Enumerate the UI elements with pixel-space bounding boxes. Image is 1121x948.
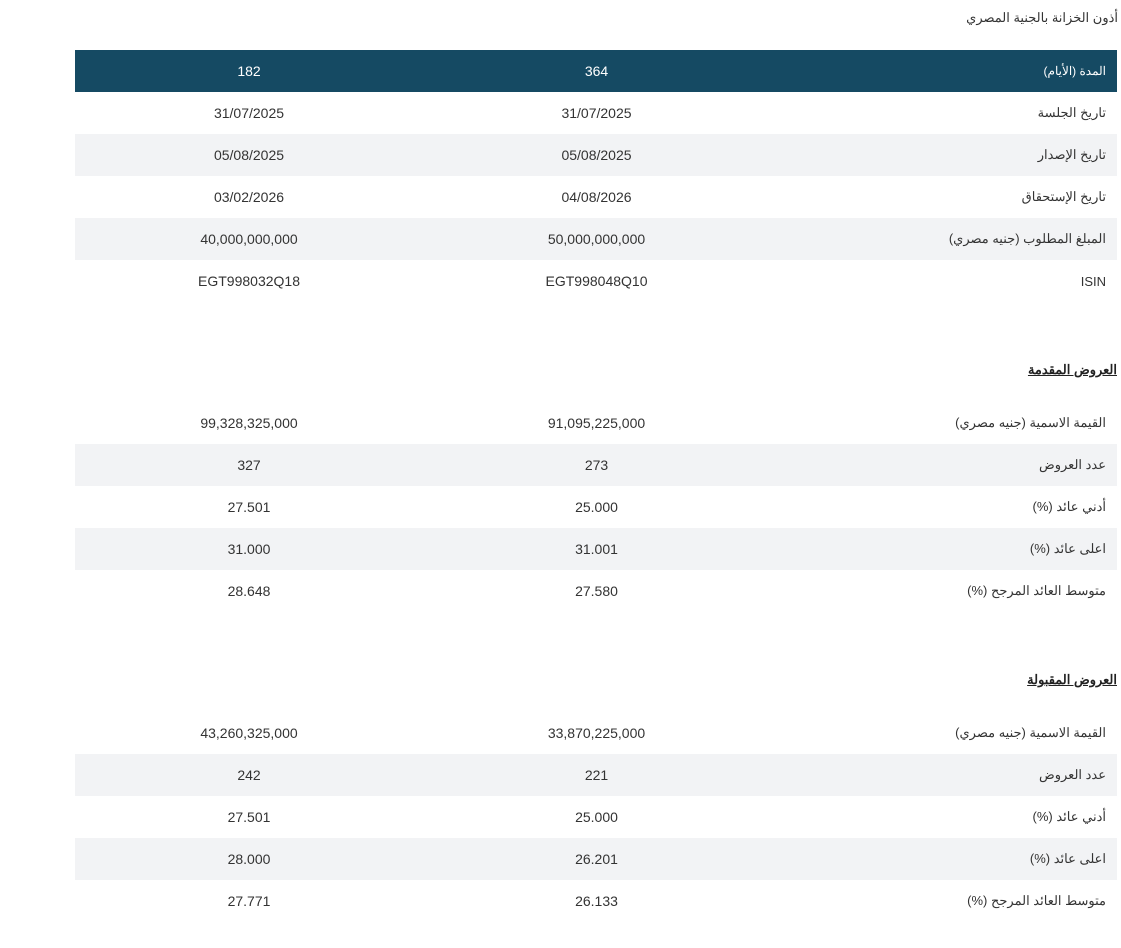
row-label: تاريخ الإستحقاق bbox=[1021, 189, 1106, 204]
table-row: 327 273 عدد العروض bbox=[75, 444, 1117, 486]
cell-364: 27.580 bbox=[575, 583, 618, 599]
row-label: عدد العروض bbox=[770, 754, 1117, 796]
table-row: 27.501 25.000 أدني عائد (%) bbox=[75, 486, 1117, 528]
cell-364: 25.000 bbox=[575, 499, 618, 515]
accepted-table: 43,260,325,000 33,870,225,000 القيمة الا… bbox=[75, 712, 1117, 922]
cell-182: 28.648 bbox=[227, 583, 271, 599]
row-label: عدد العروض bbox=[770, 444, 1117, 486]
row-label: أدني عائد (%) bbox=[1032, 809, 1106, 824]
table-row: 03/02/2026 04/08/2026 تاريخ الإستحقاق bbox=[75, 176, 1117, 218]
row-label: أدني عائد (%) bbox=[1032, 499, 1106, 514]
offered-section-title: العروض المقدمة bbox=[1027, 362, 1117, 377]
row-label: متوسط العائد المرجح (%) bbox=[967, 583, 1106, 598]
cell-182: 242 bbox=[75, 754, 423, 796]
table-row: 31/07/2025 31/07/2025 تاريخ الجلسة bbox=[75, 92, 1117, 134]
table-row: 43,260,325,000 33,870,225,000 القيمة الا… bbox=[75, 712, 1117, 754]
row-label: القيمة الاسمية (جنيه مصري) bbox=[955, 725, 1106, 740]
table-row: 27.501 25.000 أدني عائد (%) bbox=[75, 796, 1117, 838]
cell-182: 31.000 bbox=[75, 528, 423, 570]
row-label: اعلى عائد (%) bbox=[770, 838, 1117, 880]
cell-364: 50,000,000,000 bbox=[423, 218, 770, 260]
cell-364: 33,870,225,000 bbox=[547, 725, 646, 741]
cell-364: 26.201 bbox=[423, 838, 770, 880]
cell-364: 31/07/2025 bbox=[561, 105, 632, 121]
cell-364: 31.001 bbox=[423, 528, 770, 570]
table-row: EGT998032Q18 EGT998048Q10 ISIN bbox=[75, 260, 1117, 302]
page-title: أذون الخزانة بالجنية المصري bbox=[966, 10, 1118, 25]
cell-182: 27.771 bbox=[227, 893, 271, 909]
cell-364: 273 bbox=[423, 444, 770, 486]
row-label: تاريخ الإصدار bbox=[770, 134, 1117, 176]
cell-182: 99,328,325,000 bbox=[200, 415, 298, 431]
cell-182: 40,000,000,000 bbox=[75, 218, 423, 260]
main-table: 182 364 المدة (الأيام) 31/07/2025 31/07/… bbox=[75, 50, 1117, 302]
row-label: تاريخ الجلسة bbox=[1037, 105, 1106, 120]
cell-182: 31/07/2025 bbox=[213, 105, 285, 121]
cell-182: 05/08/2025 bbox=[75, 134, 423, 176]
cell-364: 05/08/2025 bbox=[423, 134, 770, 176]
row-label: اعلى عائد (%) bbox=[770, 528, 1117, 570]
cell-364: 221 bbox=[423, 754, 770, 796]
table-row: 05/08/2025 05/08/2025 تاريخ الإصدار bbox=[75, 134, 1117, 176]
cell-182: 43,260,325,000 bbox=[200, 725, 298, 741]
table-row: 31.000 31.001 اعلى عائد (%) bbox=[75, 528, 1117, 570]
cell-364: 26.133 bbox=[575, 893, 618, 909]
row-label: القيمة الاسمية (جنيه مصري) bbox=[955, 415, 1106, 430]
cell-182: 327 bbox=[75, 444, 423, 486]
cell-364: EGT998048Q10 bbox=[545, 273, 648, 289]
cell-182: 27.501 bbox=[227, 809, 271, 825]
table-row: 40,000,000,000 50,000,000,000 المبلغ الم… bbox=[75, 218, 1117, 260]
row-label: ISIN bbox=[1080, 273, 1106, 289]
header-duration-label: المدة (الأيام) bbox=[770, 50, 1117, 92]
table-row: 242 221 عدد العروض bbox=[75, 754, 1117, 796]
offered-table: 99,328,325,000 91,095,225,000 القيمة الا… bbox=[75, 402, 1117, 612]
table-row: 99,328,325,000 91,095,225,000 القيمة الا… bbox=[75, 402, 1117, 444]
accepted-section-title: العروض المقبولة bbox=[1027, 672, 1117, 687]
header-182: 182 bbox=[75, 50, 423, 92]
header-364: 364 bbox=[423, 50, 770, 92]
cell-364: 25.000 bbox=[575, 809, 618, 825]
cell-364: 91,095,225,000 bbox=[547, 415, 646, 431]
cell-182: 28.000 bbox=[75, 838, 423, 880]
cell-182: EGT998032Q18 bbox=[198, 273, 300, 289]
cell-182: 03/02/2026 bbox=[213, 189, 285, 205]
cell-364: 04/08/2026 bbox=[561, 189, 632, 205]
table-row: 28.000 26.201 اعلى عائد (%) bbox=[75, 838, 1117, 880]
table-row: 28.648 27.580 متوسط العائد المرجح (%) bbox=[75, 570, 1117, 612]
cell-182: 27.501 bbox=[227, 499, 271, 515]
row-label: متوسط العائد المرجح (%) bbox=[967, 893, 1106, 908]
table-header-row: 182 364 المدة (الأيام) bbox=[75, 50, 1117, 92]
row-label: المبلغ المطلوب (جنيه مصري) bbox=[770, 218, 1117, 260]
table-row: 27.771 26.133 متوسط العائد المرجح (%) bbox=[75, 880, 1117, 922]
